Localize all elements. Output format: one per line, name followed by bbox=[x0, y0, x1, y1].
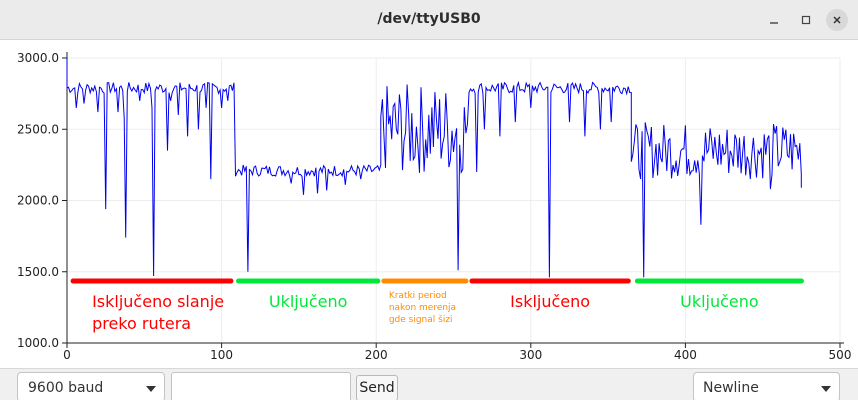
send-input[interactable] bbox=[171, 372, 351, 400]
y-tick-label: 2000.0 bbox=[17, 194, 59, 208]
x-tick-label: 200 bbox=[365, 348, 388, 362]
chevron-down-icon bbox=[146, 386, 156, 392]
maximize-icon[interactable] bbox=[795, 9, 817, 31]
annotation-label: nakon merenja bbox=[389, 303, 456, 313]
x-tick-label: 400 bbox=[674, 348, 697, 362]
series-line bbox=[66, 58, 802, 278]
chevron-down-icon bbox=[821, 386, 831, 392]
serial-plotter: 1000.0 1500.0 2000.0 2500.0 3000.0 0 100 200 300… bbox=[0, 40, 858, 370]
line-ending-select[interactable]: Newline bbox=[693, 372, 840, 400]
x-tick-label: 500 bbox=[829, 348, 852, 362]
y-tick-label: 2500.0 bbox=[17, 122, 59, 136]
window-titlebar: /dev/ttyUSB0 bbox=[0, 0, 858, 40]
minimize-icon[interactable] bbox=[763, 9, 785, 31]
signal-line bbox=[66, 58, 802, 278]
send-button[interactable]: Send bbox=[356, 375, 398, 400]
baud-rate-select[interactable]: 9600 baud bbox=[17, 372, 165, 400]
baud-rate-value: 9600 baud bbox=[28, 380, 104, 396]
x-tick-label: 0 bbox=[63, 348, 71, 362]
annotation-label: preko rutera bbox=[92, 314, 191, 333]
annotation-label: gde signal šizi bbox=[389, 314, 453, 325]
close-icon[interactable] bbox=[826, 9, 848, 31]
line-ending-value: Newline bbox=[703, 380, 759, 396]
annotation-label: Uključeno bbox=[269, 292, 348, 311]
annotation-label: Kratki period bbox=[389, 291, 447, 301]
x-tick-label: 300 bbox=[519, 348, 542, 362]
annotation-layer: Isključeno slanje preko rutera Uključeno Kr… bbox=[70, 278, 804, 333]
annotation-label: Isključeno bbox=[510, 292, 590, 311]
y-tick-label: 1500.0 bbox=[17, 265, 59, 279]
plot-axes: 1000.0 1500.0 2000.0 2500.0 3000.0 0 100 200 300… bbox=[17, 51, 851, 362]
annotation-label: Uključeno bbox=[680, 292, 759, 311]
annotation-label: Isključeno slanje bbox=[92, 292, 224, 311]
plot-canvas: 1000.0 1500.0 2000.0 2500.0 3000.0 0 100 200 300… bbox=[17, 51, 851, 362]
window-title: /dev/ttyUSB0 bbox=[377, 11, 481, 27]
y-tick-label: 3000.0 bbox=[17, 51, 59, 65]
y-tick-label: 1000.0 bbox=[17, 336, 59, 350]
bottom-toolbar: 9600 baud Send Newline bbox=[0, 368, 858, 400]
x-tick-label: 100 bbox=[210, 348, 233, 362]
